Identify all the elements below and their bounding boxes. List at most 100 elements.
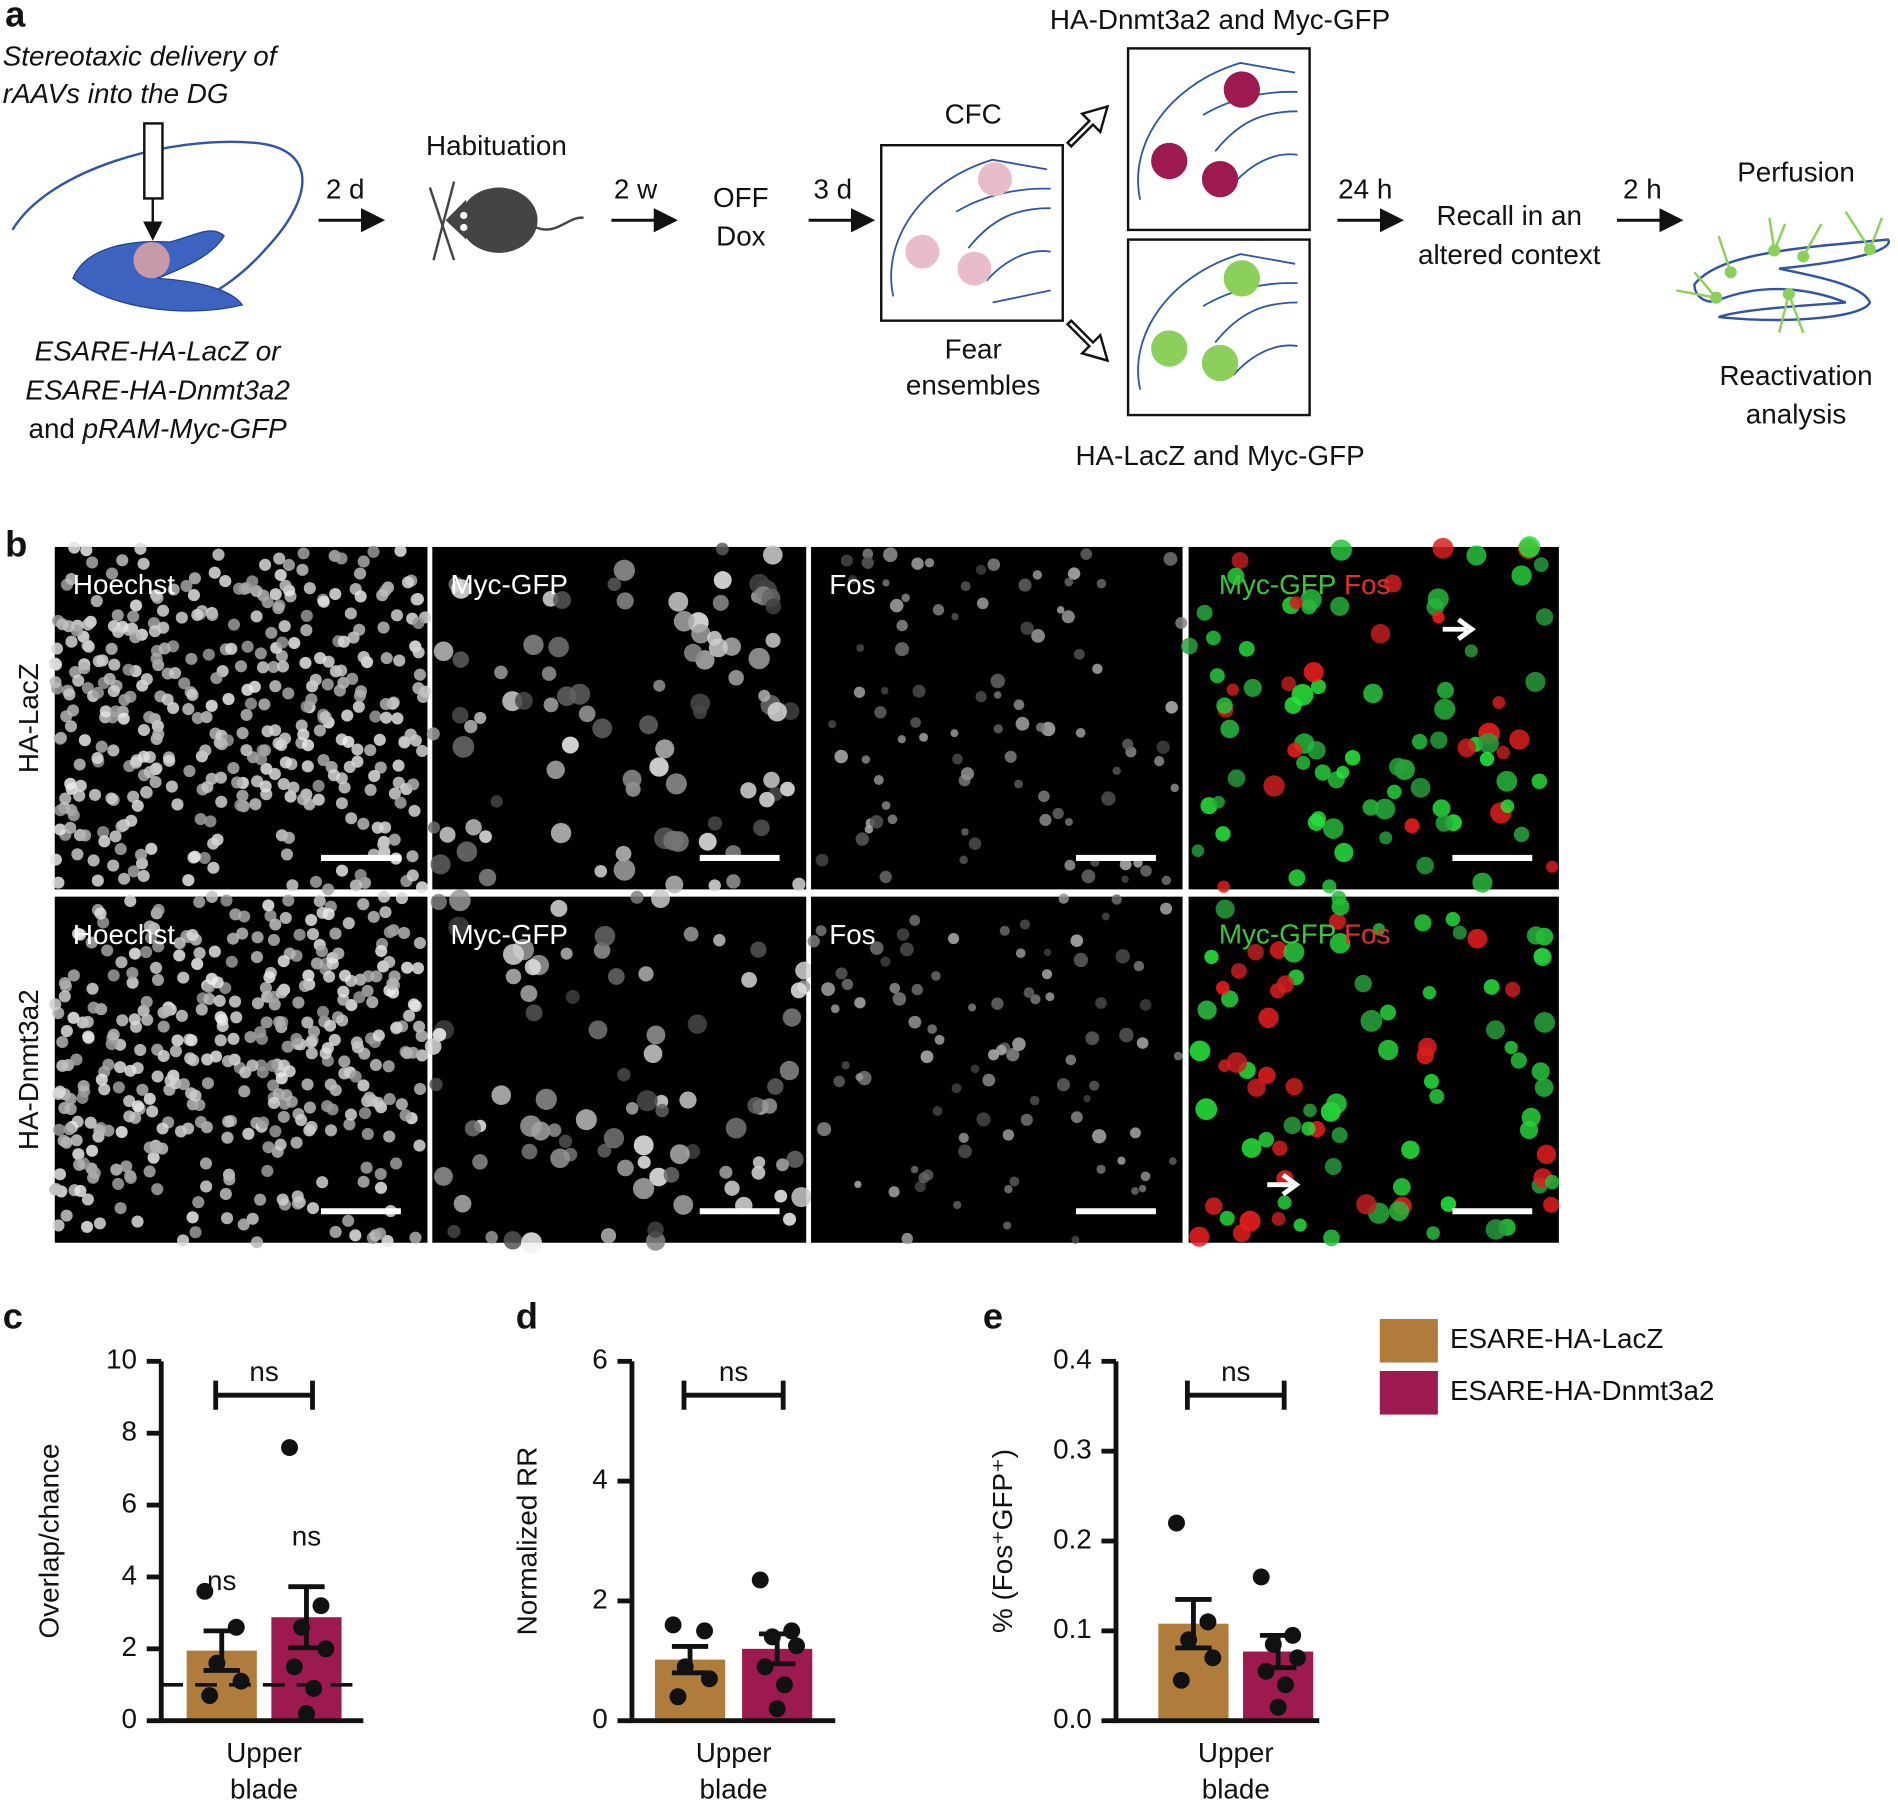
cell (281, 1040, 294, 1053)
cell (520, 985, 538, 1003)
step-label: altered context (1418, 239, 1601, 270)
cell (1324, 1158, 1342, 1175)
cell (377, 838, 390, 851)
cell (1111, 894, 1122, 905)
cell (1013, 699, 1025, 711)
cell (1303, 662, 1324, 683)
cell (1500, 799, 1515, 813)
cell (1117, 1156, 1126, 1165)
cell (367, 910, 380, 923)
cell (151, 973, 165, 986)
cell (1220, 719, 1240, 739)
cell (321, 1042, 334, 1055)
cell (521, 1143, 538, 1160)
cell (193, 1098, 206, 1112)
cell (85, 1144, 99, 1157)
cell (49, 657, 62, 670)
cell (349, 1070, 362, 1083)
cell (222, 693, 235, 706)
cell (219, 1187, 232, 1201)
cell (63, 688, 76, 701)
x-axis-label: Upper (226, 1737, 302, 1768)
cell (1485, 1219, 1507, 1240)
cell (350, 1036, 363, 1049)
cell (594, 864, 608, 878)
cell (98, 1083, 111, 1096)
cell (137, 750, 150, 763)
cell (406, 1046, 419, 1059)
cell (1416, 856, 1434, 875)
cell (1513, 826, 1530, 843)
cell (1283, 941, 1305, 963)
cell (248, 680, 261, 693)
cell (78, 662, 91, 675)
significance-label: ns (207, 1565, 236, 1596)
cell (1004, 1185, 1013, 1194)
cell (869, 815, 884, 829)
step-label: OFF (713, 182, 769, 213)
cell (388, 833, 401, 846)
cell (315, 945, 328, 958)
cell (1422, 985, 1437, 1000)
cell (1003, 1221, 1012, 1230)
cell (990, 673, 1006, 689)
cell (152, 940, 165, 953)
cell (115, 1125, 128, 1139)
cell (124, 1171, 137, 1185)
cell (70, 1053, 83, 1066)
cell (250, 610, 263, 623)
y-tick-label: 8 (122, 1416, 137, 1447)
cell (395, 1098, 408, 1111)
cell (995, 1044, 1007, 1056)
cell (1170, 783, 1179, 793)
cell (343, 1118, 356, 1131)
cell (763, 545, 783, 565)
cell (324, 1019, 337, 1032)
cell (267, 660, 280, 674)
micrograph (811, 546, 1183, 890)
cell (214, 1034, 227, 1047)
cell (186, 688, 199, 701)
cell (897, 735, 906, 744)
cell (1056, 606, 1065, 614)
cell (177, 971, 190, 984)
cell (1014, 779, 1023, 789)
cell (1525, 671, 1546, 692)
cell (1329, 932, 1351, 954)
cell (978, 162, 1012, 197)
cell (1223, 71, 1260, 108)
cell (95, 1073, 108, 1086)
cell (246, 1212, 259, 1225)
cell (275, 986, 288, 999)
dg-outline (1693, 238, 1890, 322)
cell (1354, 974, 1372, 993)
cell (1218, 1059, 1231, 1072)
cell (908, 1015, 922, 1029)
y-tick-label: 0.1 (1053, 1613, 1092, 1644)
cell (616, 592, 634, 610)
cell (293, 928, 306, 941)
cell (276, 1193, 289, 1206)
cell (338, 1067, 351, 1080)
cell (156, 1122, 169, 1135)
cell (344, 607, 357, 620)
cell (182, 1122, 195, 1135)
cell (65, 572, 78, 586)
cell (1071, 1235, 1080, 1244)
cell (1018, 578, 1032, 592)
cell (578, 705, 596, 723)
cell (761, 1098, 778, 1114)
cell (608, 968, 625, 985)
cell (632, 1177, 655, 1200)
cell (105, 1037, 118, 1051)
cell (448, 916, 470, 938)
cell (52, 1087, 65, 1100)
cell (541, 666, 557, 681)
cell (237, 1218, 250, 1231)
cell (257, 1116, 270, 1129)
cell (360, 1161, 373, 1174)
cell (546, 760, 565, 780)
cell (782, 1212, 797, 1226)
cell (934, 1034, 945, 1045)
cell (1360, 1010, 1383, 1032)
